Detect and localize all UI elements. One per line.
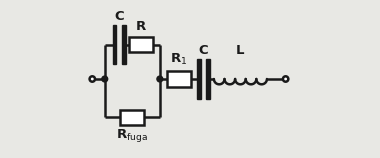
Text: R$_{\mathsf{fuga}}$: R$_{\mathsf{fuga}}$ bbox=[116, 127, 148, 144]
Text: L: L bbox=[236, 44, 245, 57]
Bar bbox=[197, 59, 201, 99]
Bar bbox=[166, 71, 190, 87]
Circle shape bbox=[102, 76, 108, 82]
Circle shape bbox=[157, 76, 163, 82]
Circle shape bbox=[90, 76, 95, 82]
Text: C: C bbox=[114, 10, 124, 23]
Bar bbox=[129, 37, 153, 52]
Bar bbox=[206, 59, 210, 99]
Bar bbox=[122, 25, 125, 64]
Bar bbox=[113, 25, 116, 64]
Bar bbox=[120, 110, 144, 125]
Text: R$_1$: R$_1$ bbox=[170, 52, 187, 67]
Circle shape bbox=[283, 76, 288, 82]
Text: C: C bbox=[199, 44, 208, 57]
Text: R: R bbox=[136, 20, 146, 33]
